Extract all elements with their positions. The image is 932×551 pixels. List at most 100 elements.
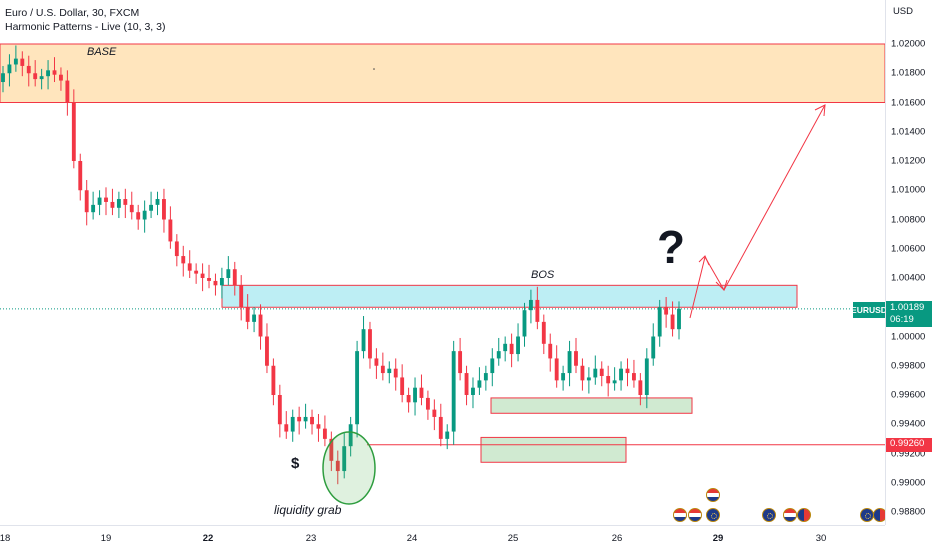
current-price-badge: 1.00189 06:19 xyxy=(886,301,932,327)
candle-body xyxy=(258,314,263,337)
indicator-title[interactable]: Harmonic Patterns - Live (10, 3, 3) xyxy=(5,21,166,33)
eu-flag-event-icon[interactable] xyxy=(762,508,776,522)
candle-body xyxy=(342,446,347,472)
candle-body xyxy=(84,190,89,213)
candle-body xyxy=(252,314,257,322)
price-axis[interactable]: USD 1.02000 1.01800 1.01600 1.01400 1.01200 1… xyxy=(885,0,932,525)
eu-flag-event-icon[interactable] xyxy=(860,508,874,522)
base-label: BASE xyxy=(87,46,117,58)
candle-body xyxy=(348,424,353,447)
mixed-event-icon[interactable] xyxy=(797,508,811,522)
symbol-title[interactable]: Euro / U.S. Dollar, 30, FXCM xyxy=(5,7,140,19)
candle-body xyxy=(97,197,102,205)
candle-body xyxy=(554,358,559,381)
candle-body xyxy=(586,377,591,381)
us-flag-event-icon[interactable] xyxy=(688,508,702,522)
candle-body xyxy=(677,308,681,330)
currency-label: USD xyxy=(892,6,913,17)
price-tick-label: 1.00000 xyxy=(891,331,926,342)
candle-body xyxy=(277,395,282,425)
projection-path xyxy=(689,104,826,319)
candle-body xyxy=(207,278,211,281)
candle-body xyxy=(393,368,398,378)
price-tick-label: 1.01600 xyxy=(891,97,926,108)
price-tick-label: 1.00400 xyxy=(891,272,926,284)
us-flag-event-icon[interactable] xyxy=(673,508,687,522)
candle-body xyxy=(471,387,475,395)
candle-body xyxy=(657,307,662,337)
candle-body xyxy=(580,365,585,381)
price-tick-label: 0.99600 xyxy=(891,389,926,401)
price-tick-label: 0.99800 xyxy=(891,360,926,372)
symbol-badge: EURUSD xyxy=(851,302,887,318)
price-chart[interactable] xyxy=(0,0,886,525)
candle-body xyxy=(567,351,572,374)
time-tick-label: 24 xyxy=(406,533,418,544)
candle-body xyxy=(194,270,199,274)
candle-body xyxy=(7,64,12,74)
candle-body xyxy=(303,416,308,422)
candle-body xyxy=(477,380,482,388)
candle-body xyxy=(561,373,566,381)
candle-body xyxy=(632,373,636,381)
candle-body xyxy=(490,358,495,374)
candle-body xyxy=(438,416,443,439)
price-tick-label: 1.00600 xyxy=(891,243,926,255)
candle-body xyxy=(651,336,656,359)
zone-demand-1 xyxy=(490,397,693,414)
us-flag-event-icon[interactable] xyxy=(706,488,720,502)
base-zone-dot xyxy=(373,68,375,70)
candle-body xyxy=(78,161,83,191)
current-price-value: 1.00189 xyxy=(890,302,925,313)
candle-body xyxy=(574,351,578,366)
candle-body xyxy=(155,199,160,205)
candle-body xyxy=(406,395,411,403)
price-tick-label: 1.01800 xyxy=(891,67,926,79)
chart-area[interactable]: Euro / U.S. Dollar, 30, FXCM Harmonic Pa… xyxy=(0,0,887,525)
candle-body xyxy=(606,375,611,384)
candle-body xyxy=(110,201,115,208)
candle-body xyxy=(419,387,424,398)
candle-body xyxy=(290,416,295,432)
zone-bos xyxy=(221,284,798,308)
candle-body xyxy=(483,373,488,381)
candle-body xyxy=(503,343,508,352)
candle-body xyxy=(187,263,192,271)
candle-body xyxy=(522,310,527,337)
candle-body xyxy=(142,210,147,220)
time-axis[interactable]: 18 19 22 23 24 25 26 29 30 xyxy=(0,525,885,551)
candle-body xyxy=(104,197,108,202)
candle-body xyxy=(528,299,533,311)
candle-body xyxy=(200,273,205,278)
candle-body xyxy=(226,269,231,278)
time-tick-label: 25 xyxy=(507,533,519,544)
candle-body xyxy=(374,358,379,366)
dollar-sign-label: $ xyxy=(291,455,300,472)
candle-body xyxy=(619,368,623,381)
time-tick-label: 29 xyxy=(712,533,724,544)
candle-body xyxy=(162,199,166,220)
us-flag-event-icon[interactable] xyxy=(783,508,797,522)
price-tick-label: 0.99400 xyxy=(891,418,926,430)
candle-body xyxy=(13,58,18,65)
eu-flag-event-icon[interactable] xyxy=(706,508,720,522)
time-tick-label: 19 xyxy=(100,533,112,544)
candle-body xyxy=(65,80,70,103)
time-tick-label: 18 xyxy=(0,533,11,544)
candle-body xyxy=(458,351,463,374)
price-tick-label: 0.98800 xyxy=(891,506,926,518)
price-tick-label: 1.01200 xyxy=(891,155,926,167)
candle-body xyxy=(310,416,314,425)
candle-body xyxy=(33,73,38,80)
candle-body xyxy=(644,358,649,395)
candle-body xyxy=(355,351,360,425)
candle-body xyxy=(670,314,675,330)
candle-body xyxy=(599,368,604,376)
candle-body xyxy=(213,280,218,286)
candle-body xyxy=(335,460,340,472)
candle-body xyxy=(368,329,372,359)
liquidity-grab-label: liquidity grab xyxy=(274,503,342,517)
candle-body xyxy=(400,377,405,395)
candle-body xyxy=(123,199,128,205)
candle-body xyxy=(541,321,546,344)
